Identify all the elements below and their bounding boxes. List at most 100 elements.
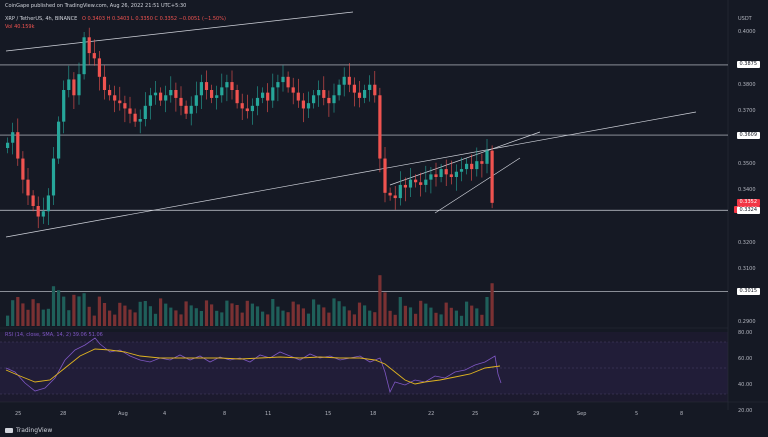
y-tick-label: 0.3800 [738, 81, 756, 88]
candle-body [490, 150, 494, 203]
candle-body [255, 97, 260, 106]
volume-bar [67, 310, 71, 326]
candle-body [398, 184, 402, 199]
volume-bar [357, 302, 362, 326]
candle-body [11, 132, 15, 143]
y-tick-label: 0.3500 [738, 160, 756, 167]
candle-body [317, 90, 321, 96]
rsi-label: RSI (14, close, SMA, 14, 2) 39.06 51.06 [5, 332, 103, 338]
volume-bar [215, 310, 219, 326]
volume-bar [102, 303, 107, 326]
candle-body [82, 37, 86, 75]
candle-body [225, 82, 229, 88]
volume-bar [159, 298, 163, 326]
volume-bar [459, 315, 464, 326]
volume-bar [296, 304, 300, 326]
candle-body [194, 95, 198, 106]
candle-body [306, 103, 311, 109]
volume-bar [87, 306, 91, 326]
volume-bar [276, 306, 280, 326]
volume-label: Vol 40.159k [5, 24, 35, 30]
symbol-title[interactable]: XRP / TetherUS, 4h, BINANCE [5, 16, 78, 22]
tradingview-logo[interactable]: TradingView [5, 427, 52, 434]
candle-body [184, 105, 188, 114]
candle-body [87, 37, 91, 54]
candle-body [36, 206, 40, 217]
candle-body [434, 174, 438, 177]
volume-bar [92, 315, 96, 326]
volume-bar [373, 312, 377, 326]
rsi-tick-label: 40.00 [738, 382, 753, 388]
candle-body [6, 142, 10, 148]
candle-body [383, 158, 387, 193]
volume-bar [240, 312, 244, 326]
candle-body [143, 105, 147, 119]
x-tick-label: 29 [533, 411, 540, 417]
candle-body [378, 95, 382, 159]
volume-bar [133, 312, 137, 326]
volume-bar [62, 296, 66, 326]
candle-body [276, 82, 280, 88]
volume-bar [143, 301, 147, 326]
volume-bar [6, 315, 10, 326]
volume-bar [429, 307, 433, 326]
candle-body [393, 195, 397, 199]
candle-body [266, 92, 270, 101]
volume-bar [11, 300, 15, 326]
candle-body [327, 97, 331, 104]
candle-body [230, 82, 234, 90]
rsi-tick-label: 20.00 [738, 408, 753, 414]
y-tick-label: 0.3400 [738, 187, 756, 194]
volume-bars [6, 275, 494, 326]
candle-body [62, 90, 66, 122]
volume-bar [332, 298, 336, 326]
x-tick-label: 11 [265, 411, 272, 417]
volume-bar [194, 308, 198, 326]
candle-body [240, 103, 244, 109]
candle-body [347, 76, 351, 85]
volume-bar [72, 294, 76, 326]
candle-body [414, 179, 418, 183]
candle-body [286, 76, 290, 88]
candle-body [108, 90, 112, 96]
candle-body [210, 90, 214, 98]
volume-bar [301, 308, 305, 326]
candle-body [459, 169, 464, 172]
candle-body [133, 113, 137, 122]
y-tick-label: 0.3100 [738, 266, 756, 273]
candle-body [204, 82, 209, 90]
candle-body [465, 163, 469, 170]
candle-body [159, 92, 163, 101]
candle-body [454, 171, 458, 177]
volume-bar [454, 310, 458, 326]
volume-bar [363, 305, 367, 326]
volume-bar [266, 314, 270, 326]
x-tick-label: 8 [680, 411, 684, 417]
candle-body [41, 211, 45, 217]
candle-body [118, 100, 122, 104]
candle-body [72, 79, 76, 96]
candle-body [352, 84, 356, 93]
volume-bar [41, 309, 45, 326]
rsi-line [5, 337, 502, 394]
volume-bar [26, 309, 30, 326]
candle-body [261, 92, 265, 98]
candle-body [485, 150, 489, 164]
candle-body [67, 79, 71, 90]
rsi-tick-label: 60.00 [738, 356, 753, 362]
x-tick-label: 22 [428, 411, 435, 417]
volume-bar [36, 303, 40, 326]
last-price-badge: 0.3352 [736, 199, 760, 206]
published-text: CoinGape published on TradingView.com, A… [5, 3, 187, 9]
rsi-tick-label: 80.00 [738, 330, 753, 336]
candle-body [337, 84, 341, 96]
volume-bar [184, 301, 188, 326]
volume-bar [347, 310, 351, 326]
candle-body [153, 92, 158, 96]
trendlines [5, 11, 697, 238]
volume-bar [281, 310, 285, 326]
volume-bar [475, 308, 479, 326]
candle-body [444, 169, 448, 175]
volume-bar [337, 301, 341, 326]
